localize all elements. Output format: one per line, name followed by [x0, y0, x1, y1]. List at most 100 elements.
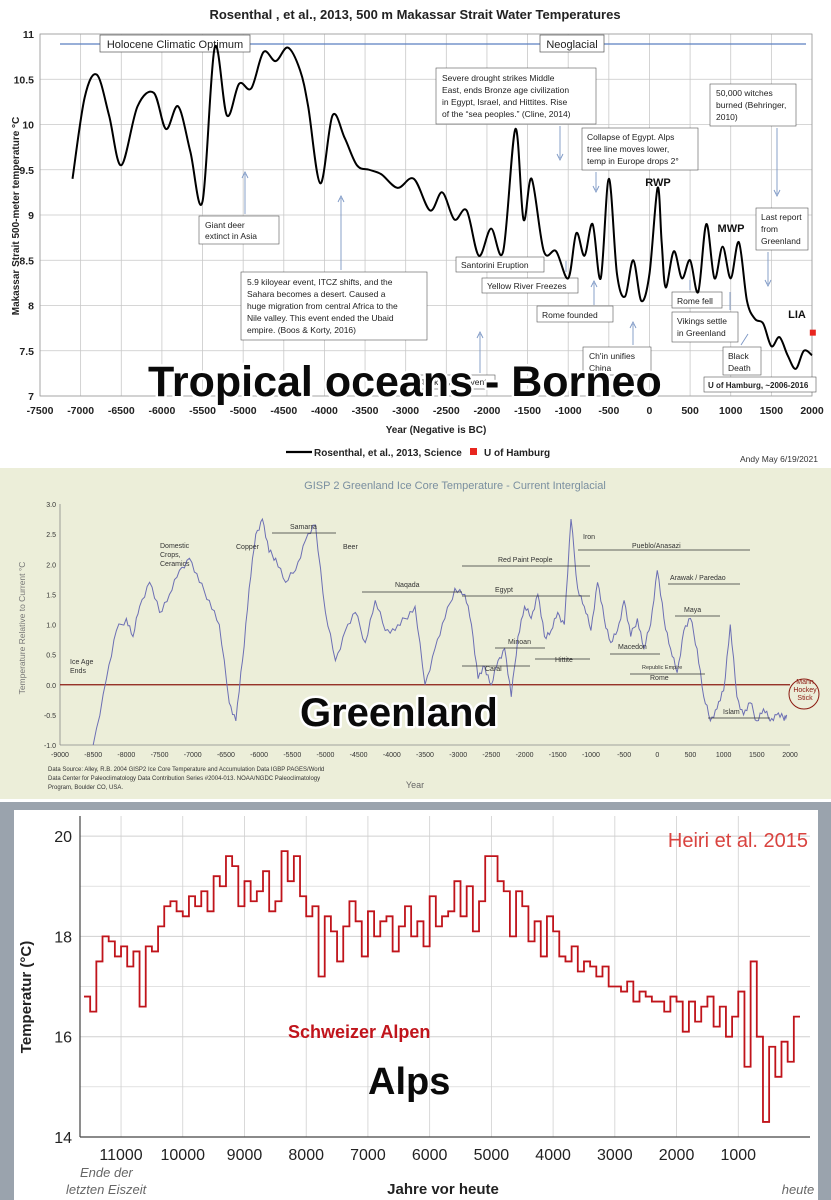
- annotation-black-death: Black Death: [728, 351, 751, 373]
- greenland-x-tick-label: -8500: [84, 752, 102, 759]
- borneo-x-tick-label: -1000: [555, 405, 582, 417]
- greenland-y-tick-label: -1.0: [44, 743, 56, 750]
- greenland-x-tick-labels: -9000 -8500 -8000 -7500 -7000 -6500 -6000 -5500…: [51, 752, 798, 759]
- borneo-x-tick-label: -6000: [148, 405, 175, 417]
- alps-x-tick-label: 7000: [350, 1147, 386, 1164]
- alps-x-tick-label: 9000: [227, 1147, 263, 1164]
- svg-text:Copper: Copper: [236, 544, 260, 551]
- greenland-x-tick-label: -6500: [217, 752, 235, 759]
- borneo-credit: Andy May 6/19/2021: [740, 454, 818, 464]
- borneo-y-tick-label: 9.5: [19, 165, 34, 177]
- greenland-x-tick-label: 500: [685, 752, 697, 759]
- borneo-x-tick-label: -4500: [270, 405, 297, 417]
- greenland-y-tick-label: 0.0: [46, 683, 56, 690]
- greenland-x-tick-label: -5000: [317, 752, 335, 759]
- borneo-gridlines: [39, 33, 813, 397]
- svg-text:Maya: Maya: [684, 607, 701, 614]
- annotation-4-2-kiloyear-event: 4.2 kiloyear event: [420, 377, 487, 387]
- alps-schweizer-alpen-series-line: [84, 850, 800, 1123]
- borneo-x-tick-label: 1500: [760, 405, 784, 417]
- alps-x-tick-labels: 11000 10000 9000 8000 7000 6000 5000 4000 3000 20…: [99, 1147, 756, 1164]
- annotation-50000-witches: 50,000 witches burned (Behringer, 2010): [716, 88, 786, 122]
- greenland-x-tick-label: -9000: [51, 752, 69, 759]
- annotation-rome-founded: Rome founded: [542, 310, 598, 320]
- borneo-legend: Rosenthal, et al., 2013, Science U of Ha…: [286, 448, 550, 459]
- borneo-x-tick-label: -7500: [27, 405, 54, 417]
- borneo-y-tick-label: 10: [22, 120, 34, 132]
- borneo-chart: Rosenthal , et al., 2013, 500 m Makassar…: [11, 7, 824, 464]
- borneo-overlay-title: Tropical oceans - Borneo: [148, 358, 662, 406]
- greenland-x-tick-label: 2000: [782, 752, 798, 759]
- greenland-x-tick-label: -2500: [482, 752, 500, 759]
- legend-hamburg-label: U of Hamburg: [484, 448, 550, 459]
- holocene-climatic-optimum-label: Holocene Climatic Optimum: [107, 39, 243, 51]
- alps-y-tick-label: 18: [54, 929, 72, 946]
- svg-text:Caral: Caral: [485, 666, 502, 673]
- borneo-x-tick-label: 0: [647, 405, 653, 417]
- neoglacial-label: Neoglacial: [546, 39, 597, 51]
- borneo-y-tick-label: 9: [28, 210, 34, 222]
- greenland-axes: [59, 504, 790, 746]
- greenland-chart: GISP 2 Greenland Ice Core Temperature - …: [17, 480, 820, 791]
- svg-text:Republic Empire: Republic Empire: [642, 665, 682, 671]
- greenland-y-tick-label: 1.0: [46, 623, 56, 630]
- greenland-overlay-title-fill: Greenland: [300, 691, 498, 735]
- annotation-5-9-kiloyear-event: 5.9 kiloyear event, ITCZ shifts, and the…: [247, 277, 398, 335]
- alps-y-tick-label: 16: [54, 1030, 72, 1047]
- greenland-y-axis-label: Temperature Relative to Current °C: [17, 562, 27, 695]
- annotation-collapse-of-egypt: Collapse of Egypt. Alps tree line moves l…: [587, 132, 679, 166]
- greenland-x-tick-label: -4000: [383, 752, 401, 759]
- greenland-data-source: Data Source: Alley, R.B. 2004 GISP2 Ice …: [48, 767, 324, 791]
- borneo-y-tick-label: 7.5: [19, 346, 34, 358]
- annotation-last-report-greenland: Last report from Greenland: [761, 212, 802, 246]
- alps-x-axis-label: Jahre vor heute: [387, 1181, 499, 1198]
- borneo-overlay-title-fill: Tropical oceans - Borneo: [148, 358, 662, 406]
- annotation-vikings-settle: Vikings settle in Greenland: [677, 316, 727, 338]
- svg-text:Pueblo/Anasazi: Pueblo/Anasazi: [632, 543, 681, 550]
- borneo-x-tick-label: 2000: [800, 405, 824, 417]
- borneo-x-tick-label: -3500: [352, 405, 379, 417]
- greenland-period-arrows: [272, 532, 770, 719]
- alps-gridlines: [79, 816, 810, 1138]
- lia-label: LIA: [788, 309, 806, 321]
- svg-text:Hittite: Hittite: [555, 657, 573, 664]
- alps-chart-panel: 20 18 16 14 11000 10000 9000 8000 7000 6000 5000 4…: [0, 802, 831, 1200]
- svg-text:Samarra: Samarra: [290, 524, 317, 531]
- greenland-x-axis-label: Year: [406, 780, 424, 790]
- legend-rosenthal-label: Rosenthal, et al., 2013, Science: [314, 448, 462, 459]
- greenland-period-labels: Ice Age Ends Domestic Crops, Ceramics Coppe…: [70, 524, 817, 716]
- alps-series-label: Schweizer Alpen: [288, 1022, 430, 1042]
- greenland-x-tick-label: 0: [655, 752, 659, 759]
- greenland-y-tick-label: -0.5: [44, 713, 56, 720]
- greenland-x-tick-label: 1500: [749, 752, 765, 759]
- annotation-severe-drought: Severe drought strikes Middle East, ends …: [442, 73, 571, 119]
- alps-x-tick-label: 6000: [412, 1147, 448, 1164]
- alps-chart: 20 18 16 14 11000 10000 9000 8000 7000 6000 5000 4…: [14, 810, 818, 1200]
- greenland-x-tick-label: -5500: [283, 752, 301, 759]
- svg-text:Minoan: Minoan: [508, 639, 531, 646]
- alps-x-tick-label: 2000: [659, 1147, 695, 1164]
- borneo-x-tick-label: 1000: [719, 405, 743, 417]
- borneo-y-tick-label: 11: [23, 29, 34, 41]
- borneo-x-tick-label: -5500: [189, 405, 216, 417]
- alps-x-tick-label: 11000: [99, 1147, 142, 1164]
- alps-y-tick-labels: 20 18 16 14: [54, 829, 72, 1147]
- greenland-x-tick-label: -8000: [117, 752, 135, 759]
- alps-x-tick-label: 5000: [474, 1147, 510, 1164]
- svg-text:Beer: Beer: [343, 544, 358, 551]
- borneo-y-axis-label: Makassar Strait 500-meter temperature °C: [11, 117, 22, 316]
- svg-text:Arawak / Paredao: Arawak / Paredao: [670, 575, 726, 582]
- svg-text:Data Center for Paleoclimatolo: Data Center for Paleoclimatology Data Co…: [48, 776, 320, 782]
- borneo-x-tick-label: -1500: [514, 405, 541, 417]
- greenland-y-tick-labels: -1.0 -0.5 0.0 0.5 1.0 1.5 2.0 2.5 3.0: [44, 502, 56, 750]
- borneo-rosenthal-series-line: [71, 44, 813, 370]
- svg-text:Rome: Rome: [650, 675, 669, 682]
- borneo-x-tick-label: -4000: [311, 405, 338, 417]
- greenland-x-tick-label: -500: [617, 752, 631, 759]
- greenland-overlay-title: Greenland: [300, 691, 498, 735]
- borneo-x-tick-label: 500: [681, 405, 699, 417]
- svg-text:Naqada: Naqada: [395, 582, 420, 589]
- svg-text:Program, Boulder CO, USA.: Program, Boulder CO, USA.: [48, 785, 123, 791]
